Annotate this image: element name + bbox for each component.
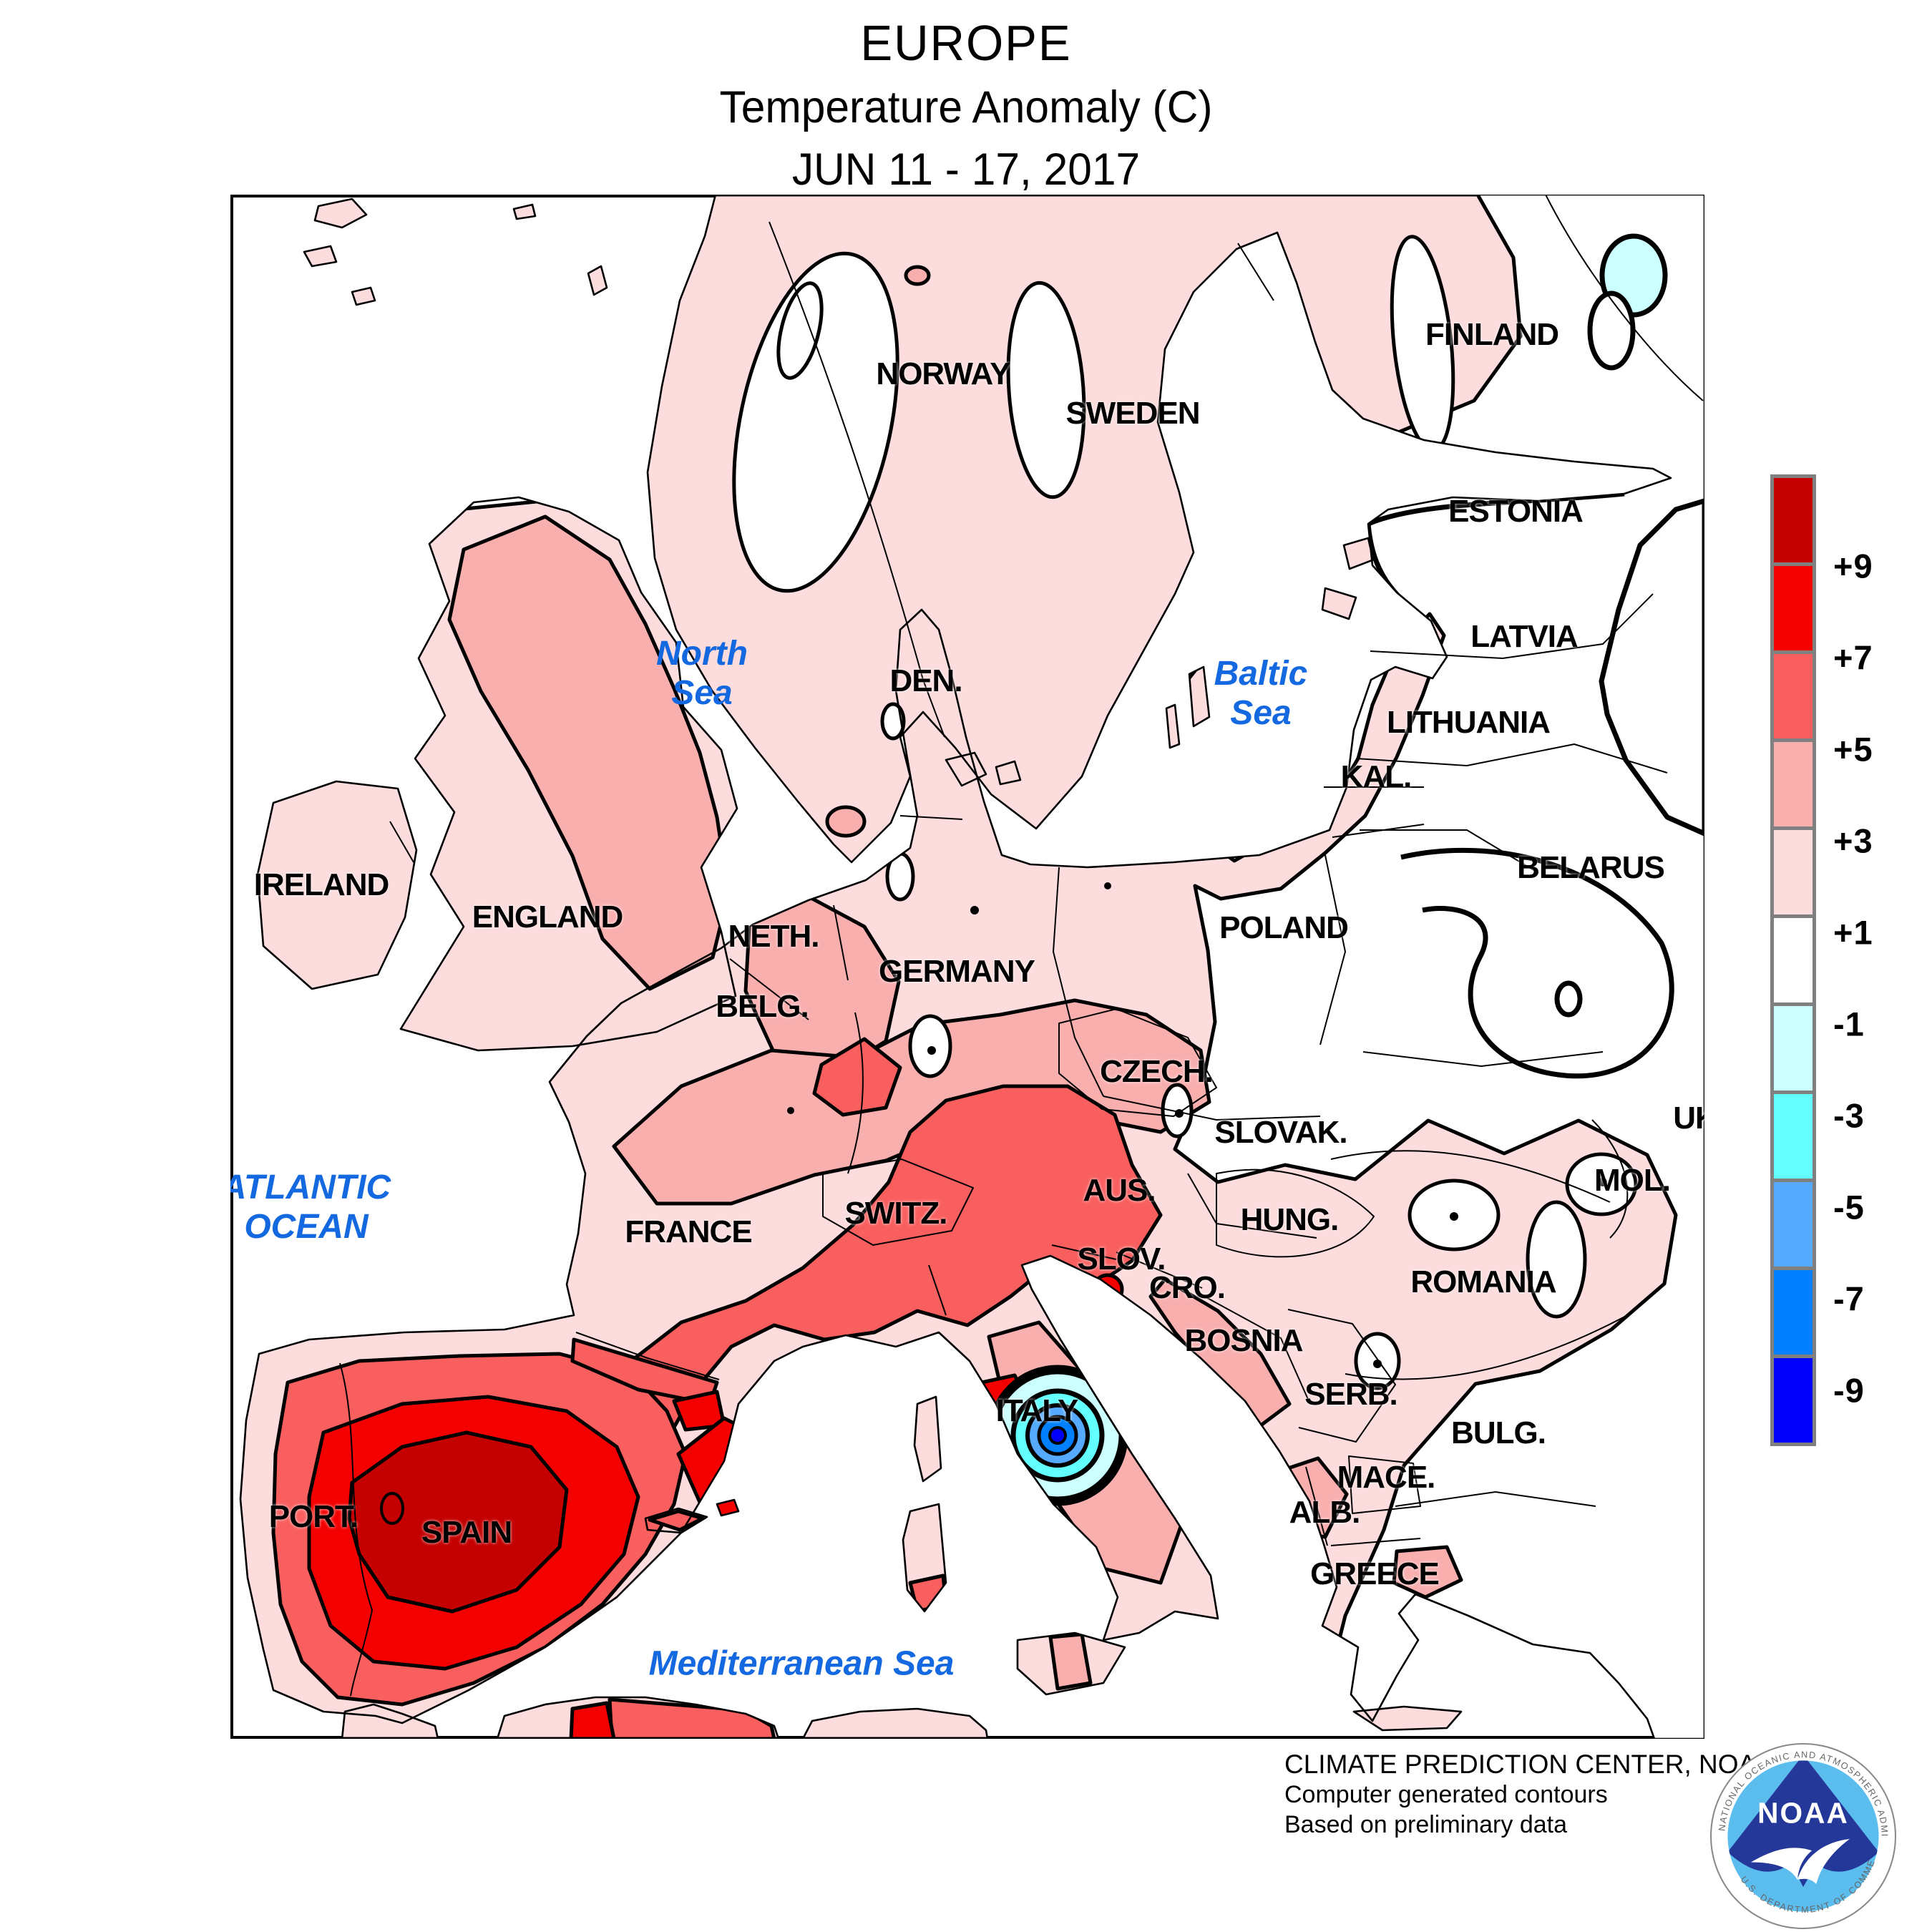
colorbar-tick--3: -3	[1833, 1096, 1865, 1135]
attribution-block: CLIMATE PREDICTION CENTER, NOAA Computer…	[1284, 1749, 1774, 1840]
attribution-note: Based on preliminary data	[1284, 1811, 1568, 1838]
europe-anomaly-map: NORWAY SWEDEN FINLAND ESTONIA LATVIA LITHUANI…	[230, 195, 1704, 1739]
colorbar-tick--7: -7	[1833, 1279, 1865, 1318]
map-canvas	[239, 195, 1704, 1739]
country-label-belg: BELG.	[716, 989, 809, 1024]
country-label-belarus: BELARUS	[1517, 850, 1665, 885]
country-label-hung: HUNG.	[1240, 1202, 1340, 1237]
country-label-switz: SWITZ.	[844, 1196, 947, 1231]
country-label-finland: FINLAND	[1425, 317, 1559, 352]
noaa-seagull-icon	[1750, 1839, 1850, 1885]
title-region: EUROPE	[860, 15, 1072, 71]
country-label-italy: ITALY	[995, 1393, 1079, 1428]
colorbar-cell-1	[1770, 562, 1816, 654]
noaa-logo-emblem: NOAA	[1727, 1760, 1879, 1912]
country-label-spain: SPAIN	[421, 1515, 512, 1550]
sea-label-atlantic-ocean: ATLANTIC OCEAN	[230, 1169, 391, 1246]
country-label-norway: NORWAY	[876, 356, 1010, 391]
colorbar-cell-8	[1770, 1179, 1816, 1270]
country-label-mace: MACE.	[1337, 1460, 1436, 1495]
country-label-greece: GREECE	[1310, 1556, 1440, 1591]
colorbar-cell-5	[1770, 914, 1816, 1006]
colorbar-cell-10	[1770, 1355, 1816, 1446]
country-label-cro: CRO.	[1149, 1270, 1226, 1305]
country-label-czech: CZECH.	[1100, 1054, 1214, 1089]
country-label-latvia: LATVIA	[1470, 619, 1579, 654]
noaa-logo: NOAA NATIONAL OCEANIC AND ATMOSPHERIC AD…	[1709, 1742, 1896, 1929]
country-label-romania: ROMANIA	[1410, 1264, 1556, 1299]
country-label-alb: ALB.	[1289, 1495, 1361, 1530]
country-label-estonia: ESTONIA	[1448, 494, 1584, 529]
country-label-england: ENGLAND	[472, 899, 624, 935]
colorbar-cell-9	[1770, 1267, 1816, 1358]
colorbar-tick--5: -5	[1833, 1188, 1865, 1226]
country-label-sweden: SWEDEN	[1065, 396, 1200, 431]
colorbar-cell-3	[1770, 738, 1816, 830]
country-label-poland: POLAND	[1219, 910, 1349, 945]
colorbar-cell-6	[1770, 1002, 1816, 1094]
country-label-ukr: UKR.	[1673, 1101, 1704, 1136]
colorbar-tick-+9: +9	[1833, 547, 1873, 585]
attribution-method: Computer generated contours	[1284, 1781, 1608, 1808]
colorbar-tick-+7: +7	[1833, 638, 1873, 677]
sea-label-north-sea: North Sea	[656, 635, 748, 712]
title-date-range: JUN 11 - 17, 2017	[791, 145, 1141, 195]
country-label-bosnia: BOSNIA	[1184, 1323, 1303, 1358]
country-label-bulg: BULG.	[1451, 1415, 1546, 1450]
colorbar-tick--1: -1	[1833, 1005, 1865, 1043]
sea-label-mediterranean-sea: Mediterranean Sea	[648, 1644, 955, 1683]
country-label-aus: AUS.	[1083, 1173, 1156, 1208]
country-label-ireland: IRELAND	[253, 867, 390, 902]
colorbar-cell-2	[1770, 650, 1816, 742]
colorbar-tick-+3: +3	[1833, 821, 1873, 860]
country-label-den: DEN.	[889, 663, 962, 698]
country-label-germany: GERMANY	[879, 954, 1035, 989]
colorbar-tick--9: -9	[1833, 1371, 1865, 1410]
attribution-source: CLIMATE PREDICTION CENTER, NOAA	[1284, 1750, 1774, 1779]
country-label-neth: NETH.	[728, 919, 820, 954]
title-variable: Temperature Anomaly (C)	[719, 82, 1213, 132]
country-label-slov: SLOV.	[1077, 1241, 1166, 1277]
country-label-lithuania: LITHUANIA	[1386, 705, 1551, 740]
country-label-slovak: SLOVAK.	[1214, 1115, 1347, 1150]
country-label-port: PORT.	[268, 1499, 359, 1534]
map-title-block: EUROPE Temperature Anomaly (C) JUN 11 - …	[39, 10, 1893, 200]
country-label-mol: MOL.	[1594, 1163, 1671, 1198]
country-borders	[339, 195, 1704, 1697]
colorbar-tick-+5: +5	[1833, 730, 1873, 769]
country-label-kal: KAL.	[1340, 759, 1413, 794]
anomaly-colorbar	[1770, 474, 1816, 1446]
colorbar-cell-0	[1770, 474, 1816, 566]
noaa-logo-acronym: NOAA	[1757, 1797, 1849, 1830]
colorbar-tick-+1: +1	[1833, 913, 1873, 952]
colorbar-cell-4	[1770, 826, 1816, 918]
country-label-serb: SERB.	[1304, 1377, 1397, 1412]
colorbar-cell-7	[1770, 1091, 1816, 1182]
map-labels-layer: NORWAY SWEDEN FINLAND ESTONIA LATVIA LITHUANI…	[230, 195, 1704, 1739]
sea-label-baltic-sea: Baltic Sea	[1214, 655, 1308, 732]
country-label-france: FRANCE	[625, 1214, 752, 1249]
